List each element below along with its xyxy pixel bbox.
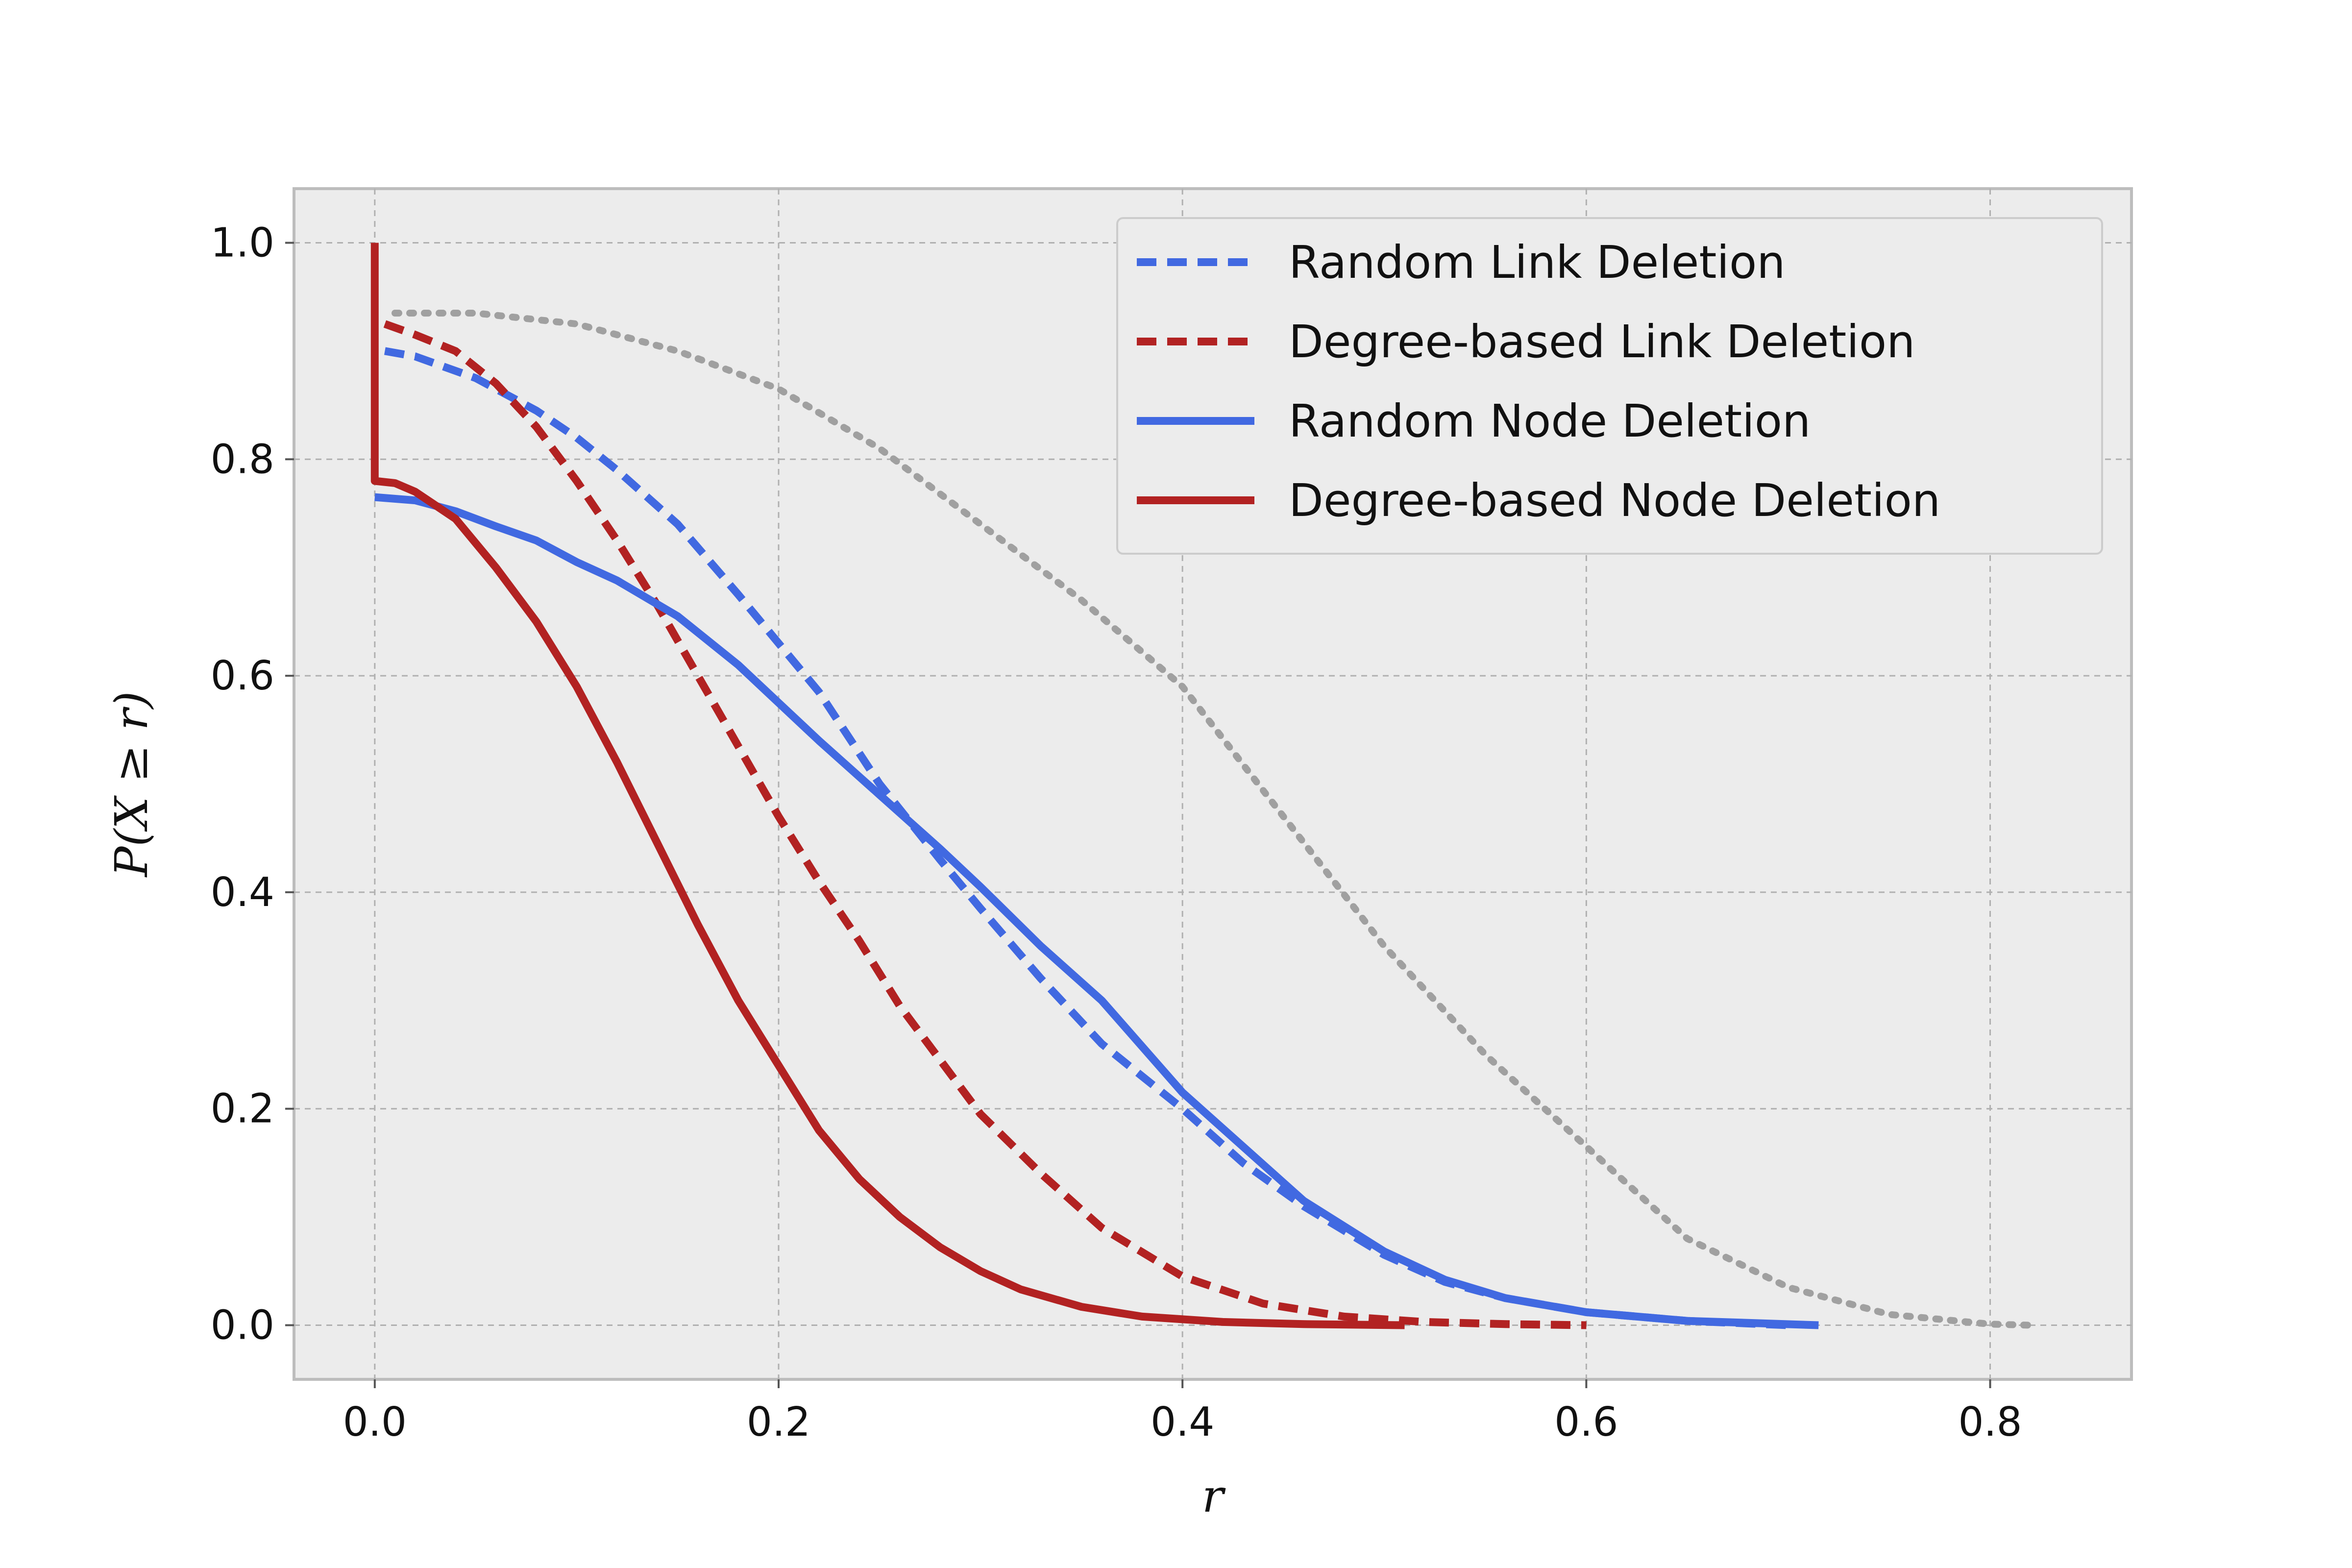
series-layer	[370, 243, 2034, 1329]
y-tick-label: 0.8	[211, 436, 274, 483]
y-tick-label: 1.0	[211, 220, 274, 266]
x-tick-label: 0.8	[1958, 1399, 2022, 1446]
x-tick-label: 0.6	[1554, 1399, 1618, 1446]
y-tick-label: 0.6	[211, 653, 274, 699]
y-tick-label: 0.2	[211, 1086, 274, 1132]
series-line-3	[370, 243, 1405, 1329]
legend-label: Degree-based Node Deletion	[1289, 474, 1940, 527]
axis-ticks: 0.0 0.2 0.4 0.6 0.8 0.0 0.2 0.4 0.6 0.8 1.0	[211, 220, 2022, 1446]
legend-label: Degree-based Link Deletion	[1289, 316, 1915, 368]
legend: Random Link Deletion Degree-based Link De…	[1116, 217, 2103, 555]
series-line-2	[374, 493, 1819, 1329]
legend-label: Random Link Deletion	[1289, 236, 1786, 289]
x-tick-label: 0.4	[1151, 1399, 1214, 1446]
legend-box	[1116, 217, 2103, 555]
series-line-4	[392, 310, 2034, 1329]
series-line-0	[384, 347, 1788, 1329]
y-tick-label: 0.4	[211, 869, 274, 916]
y-tick-label: 0.0	[211, 1302, 274, 1349]
legend-label: Random Node Deletion	[1289, 395, 1811, 447]
x-axis-label: r	[1202, 1470, 1226, 1522]
x-tick-label: 0.2	[747, 1399, 810, 1446]
x-tick-label: 0.0	[343, 1399, 407, 1446]
y-axis-label: P(X ≥ r)	[105, 691, 158, 878]
